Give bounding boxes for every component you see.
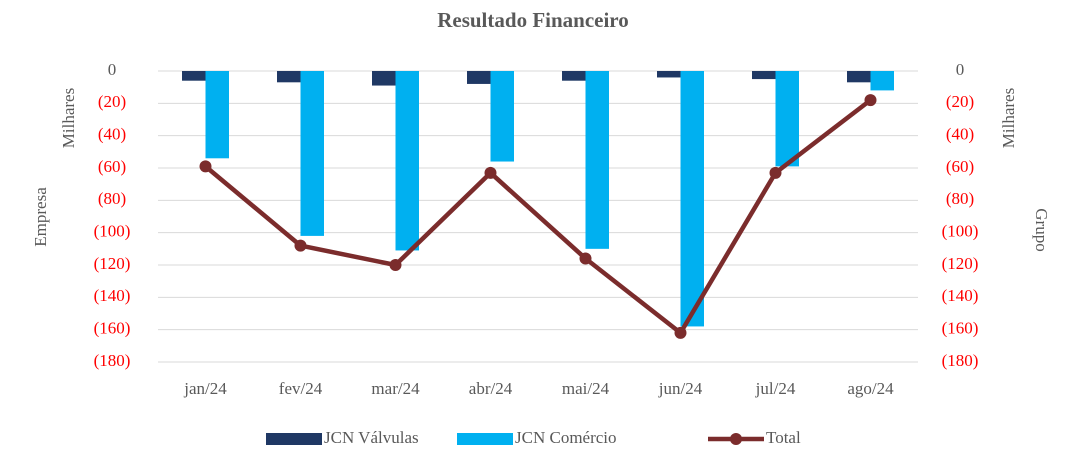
x-tick-label: fev/24 [279, 379, 323, 398]
y-tick-label: (120) [94, 254, 131, 273]
bar [680, 71, 704, 327]
bar [182, 71, 206, 81]
y2-tick-label: (120) [942, 254, 979, 273]
y-tick-label: (80) [98, 189, 126, 208]
y-tick-label: (40) [98, 125, 126, 144]
y2-tick-label: (140) [942, 286, 979, 305]
x-tick-label: abr/24 [469, 379, 513, 398]
y-tick-label: 0 [108, 60, 117, 79]
y-tick-label: (140) [94, 286, 131, 305]
bar [277, 71, 301, 83]
y2-tick-label: (100) [942, 222, 979, 241]
y2-tick-label: (160) [942, 319, 979, 338]
y-tick-label: (100) [94, 222, 131, 241]
legend-label: JCN Comércio [515, 428, 617, 447]
y2-tick-label: (80) [946, 189, 974, 208]
y-axis-title: Empresa [31, 187, 50, 247]
bar [870, 71, 894, 91]
chart-title: Resultado Financeiro [437, 8, 629, 32]
bar [562, 71, 586, 81]
bar [657, 71, 681, 78]
y-tick-label: (180) [94, 351, 131, 370]
y2-tick-label: (20) [946, 92, 974, 111]
line-marker [294, 239, 307, 252]
x-tick-label: jan/24 [183, 379, 227, 398]
y2-tick-label: (180) [942, 351, 979, 370]
bar [775, 71, 799, 167]
x-tick-label: ago/24 [847, 379, 894, 398]
line-marker [199, 160, 212, 173]
line-marker [769, 166, 782, 179]
y2-axis-title: Grupo [1032, 208, 1051, 251]
y-tick-label: (20) [98, 92, 126, 111]
bar [300, 71, 324, 236]
x-tick-label: jul/24 [755, 379, 796, 398]
legend-swatch [457, 433, 513, 445]
bar [585, 71, 609, 249]
bar [372, 71, 396, 86]
legend-marker [730, 433, 742, 445]
line [204, 98, 872, 336]
x-tick-label: mar/24 [371, 379, 420, 398]
bar [847, 71, 871, 83]
y-tick-label: (160) [94, 319, 131, 338]
bar [490, 71, 514, 162]
y2-unit-label: Milhares [999, 88, 1018, 148]
line-marker [389, 259, 402, 271]
y-unit-label: Milhares [59, 88, 78, 148]
bar [395, 71, 419, 251]
legend-label: JCN Válvulas [324, 428, 419, 447]
line-marker [674, 326, 687, 339]
y2-tick-label: (40) [946, 125, 974, 144]
x-tick-label: mai/24 [562, 379, 610, 398]
line-marker [484, 166, 497, 179]
x-tick-label: jun/24 [658, 379, 703, 398]
line-marker [579, 252, 592, 265]
bar [752, 71, 776, 80]
y2-tick-label: 0 [956, 60, 965, 79]
legend-label: Total [766, 428, 801, 447]
line-marker [864, 94, 877, 107]
y2-tick-label: (60) [946, 157, 974, 176]
bar [205, 71, 229, 159]
bar [467, 71, 491, 84]
y-tick-label: (60) [98, 157, 126, 176]
legend-swatch [266, 433, 322, 445]
